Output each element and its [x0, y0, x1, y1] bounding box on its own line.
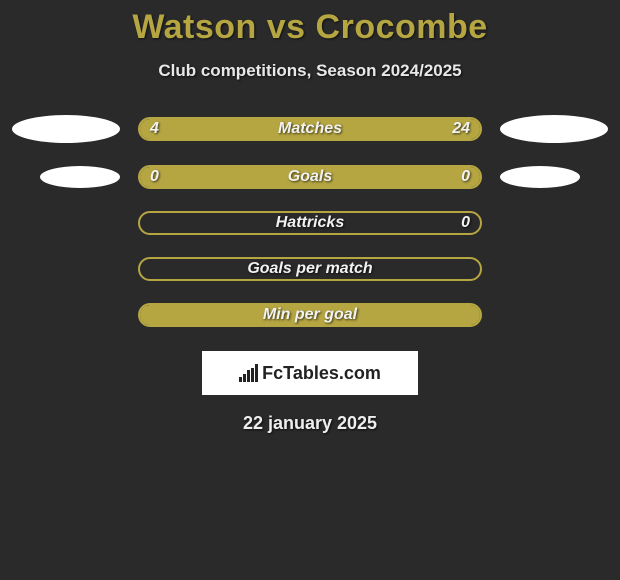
subtitle: Club competitions, Season 2024/2025 [0, 61, 620, 81]
club-marker-left [40, 166, 120, 188]
stat-label: Min per goal [140, 306, 480, 324]
stat-row: Hattricks 0 [0, 211, 620, 235]
stat-row: Min per goal [0, 303, 620, 327]
stat-row: 4 Matches 24 [0, 115, 620, 143]
stat-bar: 0 Goals 0 [138, 165, 482, 189]
stat-label: Matches [140, 120, 480, 138]
fctables-logo: FcTables.com [202, 351, 418, 395]
comparison-infographic: Watson vs Crocombe Club competitions, Se… [0, 0, 620, 434]
stat-label: Hattricks [140, 214, 480, 232]
stat-bar: Goals per match [138, 257, 482, 281]
club-marker-left [12, 115, 120, 143]
club-marker-right [500, 115, 608, 143]
stat-value-right: 24 [452, 120, 470, 138]
stat-rows: 4 Matches 24 0 Goals 0 Hattri [0, 115, 620, 327]
stat-bar: Min per goal [138, 303, 482, 327]
club-spacer-left [12, 166, 120, 188]
stat-value-right: 0 [461, 214, 470, 232]
page-title: Watson vs Crocombe [0, 8, 620, 47]
club-marker-right [500, 166, 580, 188]
date-label: 22 january 2025 [0, 413, 620, 434]
bar-chart-icon [239, 364, 258, 382]
logo-text: FcTables.com [262, 363, 381, 384]
stat-label: Goals [140, 168, 480, 186]
stat-value-right: 0 [461, 168, 470, 186]
stat-row: 0 Goals 0 [0, 165, 620, 189]
stat-label: Goals per match [140, 260, 480, 278]
stat-row: Goals per match [0, 257, 620, 281]
stat-bar: Hattricks 0 [138, 211, 482, 235]
club-spacer-right [500, 166, 608, 188]
stat-bar: 4 Matches 24 [138, 117, 482, 141]
